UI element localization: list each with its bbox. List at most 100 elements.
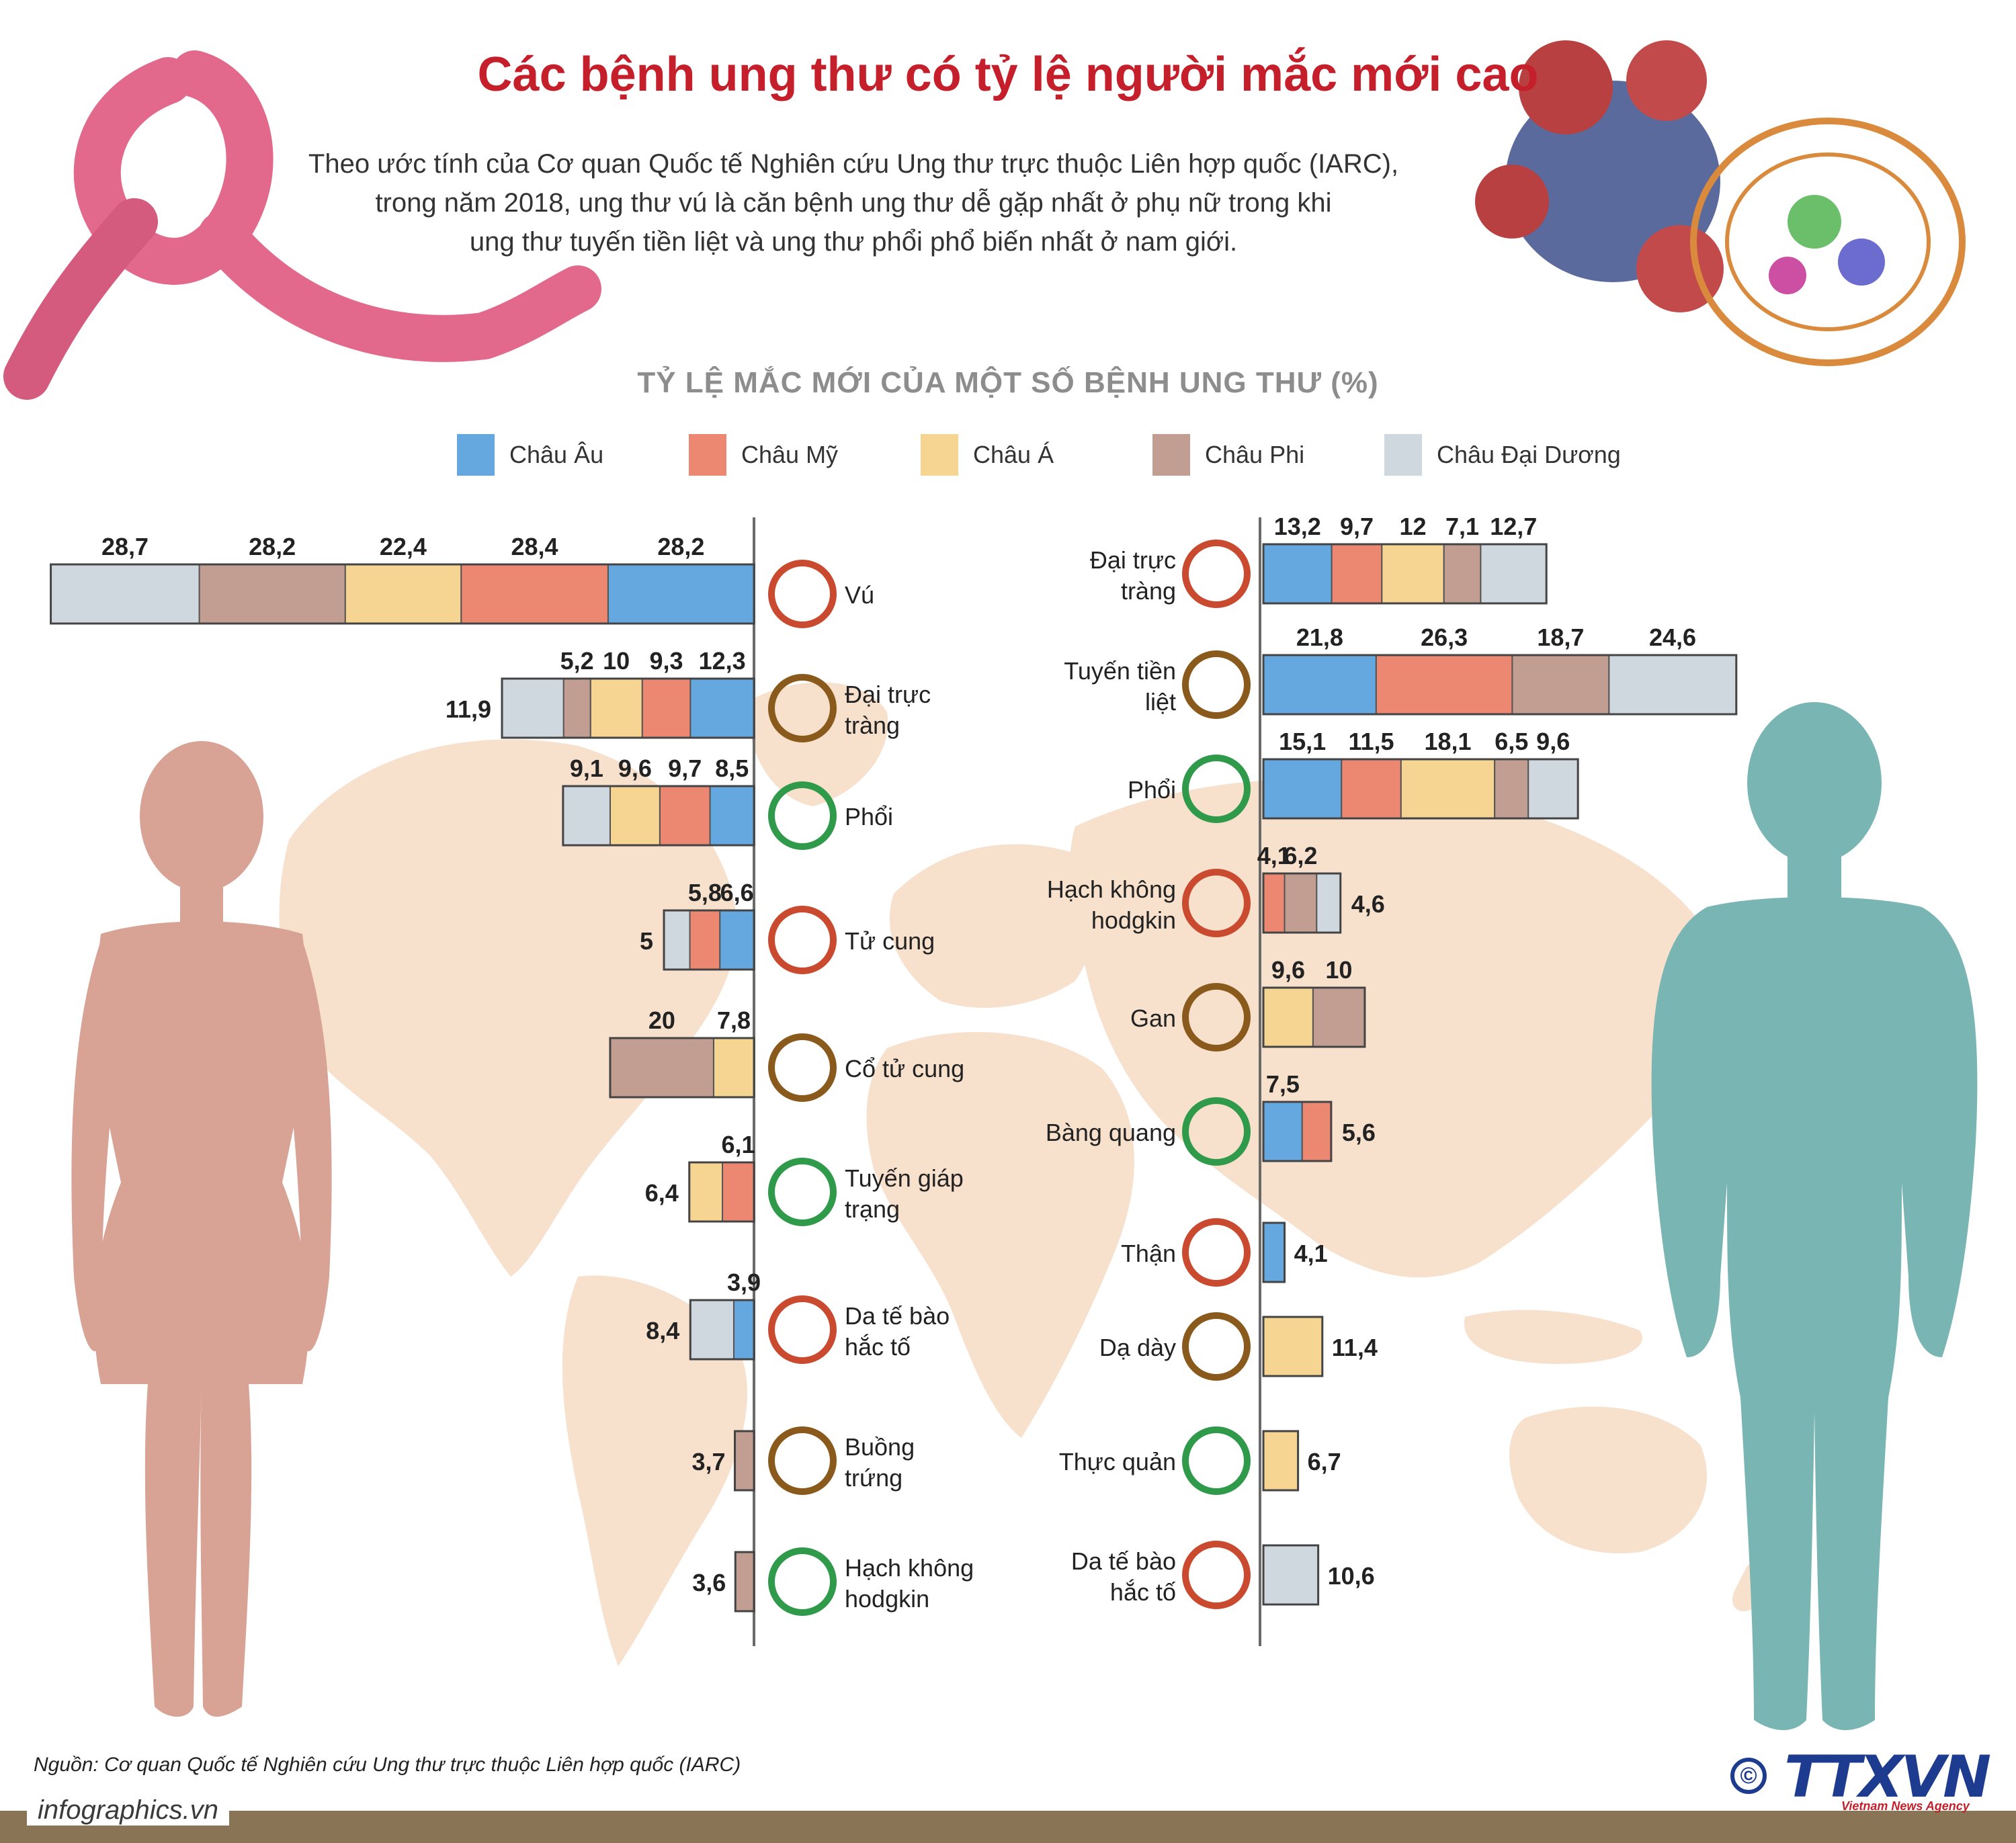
category-label: tràng — [845, 712, 900, 739]
legend-label: Châu Phi — [1205, 441, 1305, 468]
bar-outline — [663, 909, 755, 971]
bar-segment-chau-my — [1301, 1101, 1332, 1162]
bar-segment-chau-my — [460, 564, 609, 624]
category-label: Hạch không — [845, 1554, 974, 1582]
bar-segment-chau-a — [1263, 1430, 1299, 1491]
value-label: 8,5 — [715, 755, 749, 782]
bar-segment-chau-phi — [1312, 987, 1366, 1047]
category-label: Gan — [1130, 1004, 1176, 1032]
male-row-tuyen-tien-liet: 21,8 26,3 18,7 24,6 Tuyến tiền liệt — [1064, 624, 1738, 719]
bar-outline — [609, 1037, 755, 1099]
bar-segment-chau-phi — [1284, 873, 1318, 933]
category-label: Đại trực — [1090, 546, 1176, 574]
value-label: 9,1 — [570, 755, 603, 782]
bar-segment-chau-phi — [734, 1430, 755, 1491]
bar-segment-chau-au — [1263, 1222, 1286, 1283]
value-label: 8,4 — [646, 1317, 679, 1344]
value-label: 11,5 — [1348, 728, 1394, 755]
hach-khong-hodgkin-icon — [768, 1547, 837, 1616]
gan-icon — [1182, 983, 1251, 1052]
legend-label: Châu Mỹ — [741, 441, 839, 468]
bar-segment-chau-phi — [734, 1551, 755, 1612]
map-africa — [866, 1032, 1134, 1438]
value-label: 12,7 — [1490, 513, 1537, 540]
value-label: 12 — [1400, 513, 1427, 540]
value-label: 4,1 — [1294, 1240, 1328, 1267]
category-label: hắc tố — [845, 1333, 911, 1361]
value-label: 5,2 — [560, 647, 594, 675]
value-label: 6,4 — [645, 1179, 679, 1207]
bar-segment-chau-phi — [1494, 759, 1529, 819]
footer-site: infographics.vn — [27, 1795, 230, 1826]
bar-segment-chau-au — [689, 678, 755, 738]
legend-label: Châu Á — [973, 441, 1054, 468]
legend-swatch — [689, 434, 726, 476]
category-label: Phổi — [1128, 776, 1176, 804]
bar-segment-chau-dai-duong — [501, 678, 564, 738]
bar-outline — [1262, 1316, 1324, 1377]
dai-truc-trang-icon — [1182, 540, 1251, 608]
bar-segment-chau-a — [712, 1037, 755, 1098]
bar-segment-chau-my — [641, 678, 691, 738]
female-silhouette — [71, 741, 332, 1717]
value-label: 5 — [640, 927, 653, 955]
value-label: 4,6 — [1351, 890, 1385, 918]
bar-segment-chau-dai-duong — [689, 1299, 734, 1360]
phoi-icon — [1182, 755, 1251, 823]
category-label: Buồng — [845, 1433, 915, 1461]
bar-outline — [688, 1161, 755, 1223]
bang-quang-icon — [1182, 1097, 1251, 1166]
da-day-icon — [1182, 1312, 1251, 1381]
female-row-co-tu-cung: 7,8 20 Cổ tử cung — [609, 1006, 964, 1102]
logo-subtext: Vietnam News Agency — [1841, 1799, 1970, 1813]
page-title: Các bệnh ung thư có tỷ lệ người mắc mới … — [477, 48, 1539, 101]
value-label: 3,9 — [727, 1269, 761, 1296]
bar-outline — [562, 785, 755, 847]
bar-segment-chau-au — [1263, 759, 1343, 819]
value-label: 3,6 — [692, 1569, 726, 1596]
bar-segment-chau-dai-duong — [1527, 759, 1579, 819]
bar-segment-chau-a — [1263, 987, 1314, 1047]
bar-segment-chau-a — [1400, 759, 1496, 819]
male-row-than: 4,1 Thận — [1121, 1218, 1328, 1287]
bar-outline — [1262, 1101, 1333, 1162]
category-label: Bàng quang — [1046, 1119, 1176, 1146]
da-te-bao-hac-to-icon — [1182, 1541, 1251, 1609]
ttxvn-logo: © TTXVN Vietnam News Agency — [1730, 1744, 1999, 1813]
value-label: 7,8 — [717, 1006, 751, 1034]
intro-line: ung thư tuyến tiền liệt và ung thư phổi … — [469, 227, 1238, 257]
value-label: 7,1 — [1445, 513, 1479, 540]
legend-swatch — [1152, 434, 1190, 476]
female-row-dai-truc-trang: 12,3 9,3 10 5,2 11,9 Đại trực tràng — [446, 647, 931, 742]
bar-segment-chau-a — [589, 678, 643, 738]
bar-segment-chau-my — [689, 910, 721, 970]
bar-segment-chau-au — [1263, 654, 1377, 715]
male-row-da-te-bao-hac-to: 10,6 Da tế bào hắc tố — [1071, 1541, 1375, 1609]
map-asia — [1069, 779, 1723, 1278]
footer-bar — [0, 1811, 2016, 1843]
map-australia — [1509, 1406, 1707, 1553]
tuyen-giap-trang-icon — [768, 1158, 837, 1226]
category-label: Da tế bào — [845, 1302, 950, 1330]
bar-outline — [1262, 758, 1579, 820]
bar-segment-chau-au — [719, 910, 755, 970]
category-label: Tử cung — [845, 927, 935, 955]
bar-segment-chau-dai-duong — [1480, 544, 1548, 604]
value-label: 13,2 — [1274, 513, 1321, 540]
bar-segment-chau-dai-duong — [50, 564, 200, 624]
female-row-vu: 28,2 28,4 22,4 28,2 28,7 Vú — [50, 533, 874, 628]
bar-segment-chau-my — [1375, 654, 1513, 715]
intro-line: Theo ước tính của Cơ quan Quốc tế Nghiên… — [308, 149, 1399, 179]
value-label: 3,7 — [691, 1448, 725, 1475]
bar-segment-chau-dai-duong — [1608, 654, 1737, 715]
bar-outline — [1262, 1430, 1300, 1492]
logo-text: TTXVN — [1784, 1744, 1991, 1811]
bar-segment-chau-dai-duong — [663, 910, 691, 970]
male-row-gan: 9,6 10 Gan — [1130, 956, 1366, 1052]
female-row-tuyen-giap-trang: 6,1 6,4 Tuyến giáp trạng — [645, 1131, 964, 1226]
value-label: 10 — [1325, 956, 1352, 984]
bar-segment-chau-au — [732, 1299, 755, 1360]
